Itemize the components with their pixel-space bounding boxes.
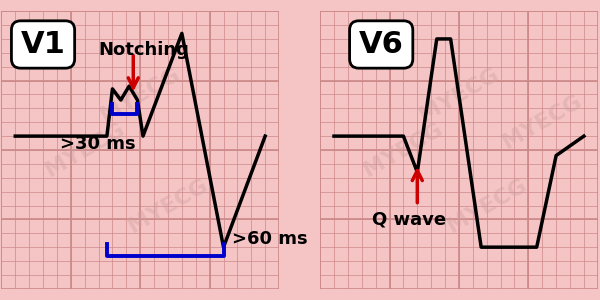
Text: >30 ms: >30 ms	[59, 135, 136, 153]
Text: Q wave: Q wave	[372, 210, 446, 228]
Text: MYECG: MYECG	[499, 92, 586, 153]
Text: MYECG: MYECG	[361, 119, 446, 181]
Text: V1: V1	[20, 30, 65, 59]
Text: >60 ms: >60 ms	[232, 230, 307, 248]
Text: MYECG: MYECG	[97, 64, 184, 125]
Text: MYECG: MYECG	[443, 175, 530, 236]
Text: Notching: Notching	[98, 41, 190, 59]
Text: V6: V6	[359, 30, 404, 59]
Text: MYECG: MYECG	[41, 119, 128, 181]
Text: MYECG: MYECG	[125, 175, 211, 236]
Text: MYECG: MYECG	[416, 64, 502, 125]
